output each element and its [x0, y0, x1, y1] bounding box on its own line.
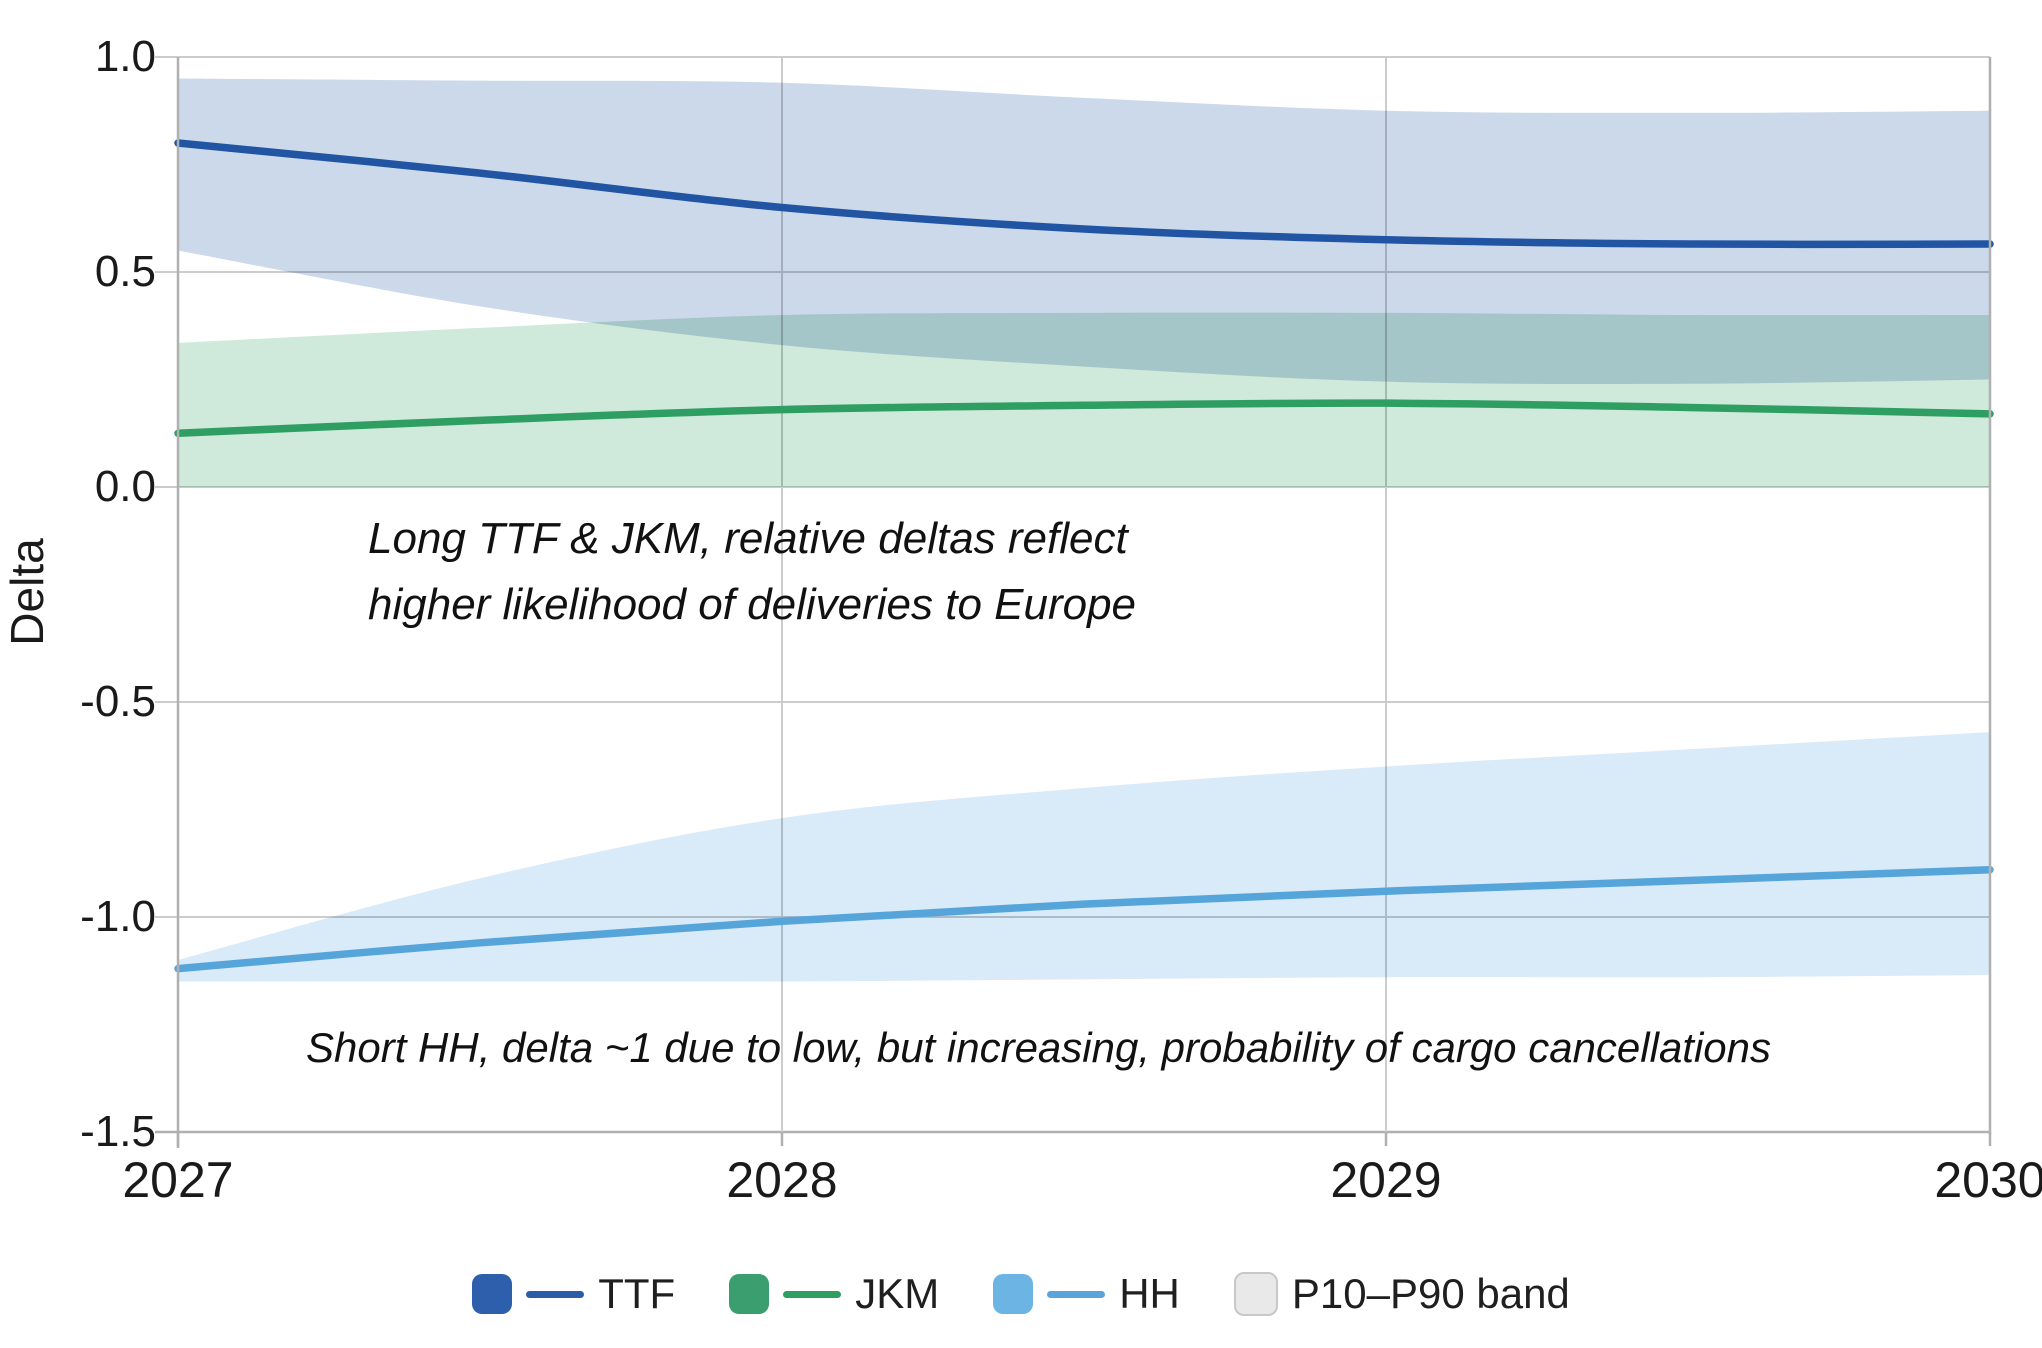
annotation-short: Short HH, delta ~1 due to low, but incre…	[306, 1024, 1772, 1071]
legend-line-icon	[783, 1290, 842, 1298]
legend-item-hh: HH	[993, 1270, 1180, 1318]
y-tick-label: -0.5	[80, 677, 156, 726]
legend-item-p10-p90-band: P10–P90 band	[1233, 1270, 1570, 1318]
y-tick-label: -1.5	[80, 1107, 156, 1156]
legend-label: HH	[1119, 1270, 1180, 1317]
legend-label: P10–P90 band	[1291, 1270, 1570, 1317]
legend-line-icon	[526, 1290, 585, 1298]
legend-line-icon	[1047, 1290, 1106, 1298]
hh-line	[174, 865, 1994, 973]
annotation-long-line2: higher likelihood of deliveries to Europ…	[368, 580, 1137, 629]
legend-swatch-icon	[993, 1274, 1034, 1314]
legend-label: JKM	[855, 1270, 940, 1317]
y-tick-label: 1.0	[94, 32, 156, 81]
jkm-band	[178, 312, 1990, 487]
x-tick-label: 2029	[1330, 1152, 1442, 1208]
legend-swatch-icon	[1233, 1272, 1278, 1316]
hh-band	[178, 732, 1990, 982]
y-tick-label: 0.0	[94, 462, 156, 511]
legend-swatch-icon	[729, 1274, 770, 1314]
y-tick-label: 0.5	[94, 247, 156, 296]
x-tick-label: 2027	[122, 1152, 234, 1208]
legend: TTF JKM HH P10–P90 band	[0, 1270, 2042, 1318]
jkm-line	[174, 399, 1994, 437]
legend-item-ttf: TTF	[472, 1270, 675, 1318]
x-tick-label: 2028	[726, 1152, 838, 1208]
annotation-long-line1: Long TTF & JKM, relative deltas reflect	[368, 514, 1128, 563]
legend-swatch-icon	[472, 1274, 513, 1314]
y-tick-label: -1.0	[80, 892, 156, 941]
legend-label: TTF	[598, 1270, 676, 1317]
y-axis-title: Delta	[1, 538, 53, 646]
legend-item-jkm: JKM	[729, 1270, 939, 1318]
ttf-line	[174, 139, 1994, 249]
x-tick-label: 2030	[1934, 1152, 2042, 1208]
